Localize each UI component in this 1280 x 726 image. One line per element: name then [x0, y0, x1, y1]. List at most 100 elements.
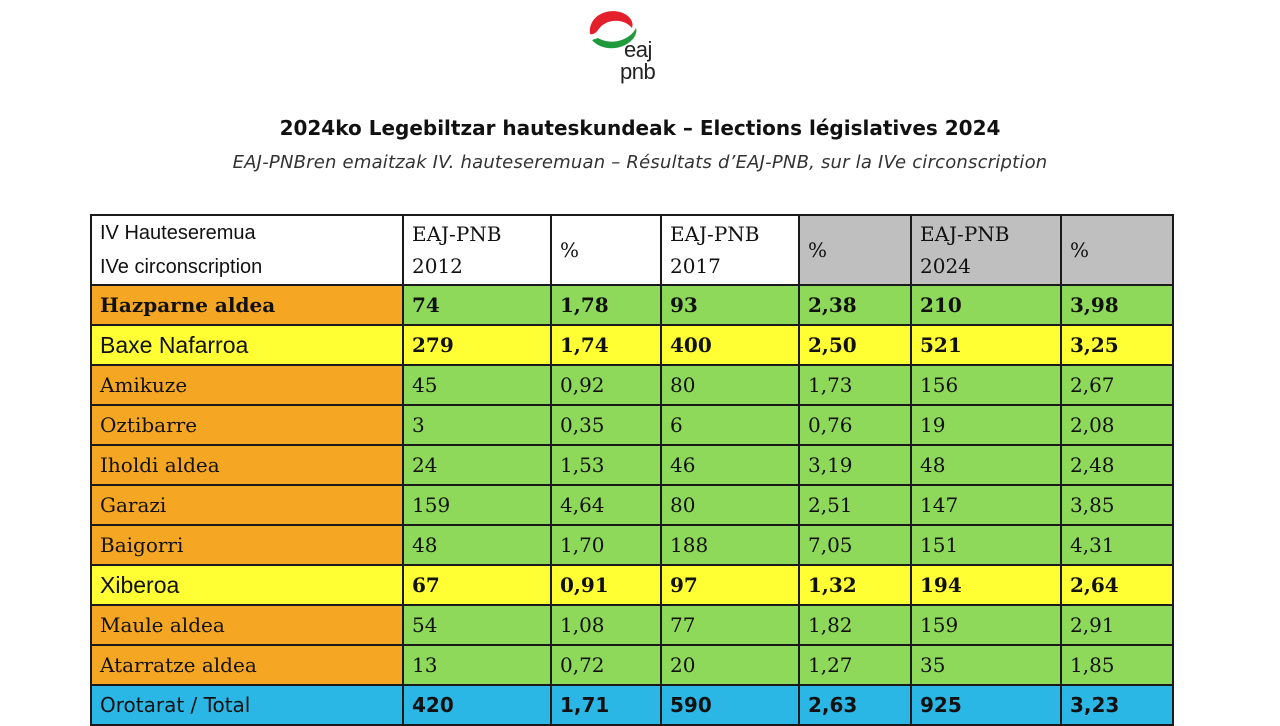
- row-label-cell: Baigorri: [90, 524, 404, 566]
- header-col-line1: EAJ-PNB: [670, 222, 760, 246]
- votes-cell: 74: [402, 284, 552, 326]
- percent-cell: 1,32: [798, 564, 912, 606]
- table-row: Hazparne aldea 74 1,78 93 2,38 210 3,98: [90, 284, 1174, 326]
- percent-cell: 2,38: [798, 284, 912, 326]
- header-col-line2: 2017: [670, 254, 721, 278]
- votes-cell: 188: [660, 524, 800, 566]
- percent-cell: 3,25: [1060, 324, 1174, 366]
- votes-cell: 210: [910, 284, 1062, 326]
- percent-cell: 1,70: [550, 524, 662, 566]
- percent-cell: 4,64: [550, 484, 662, 526]
- votes-cell: 19: [910, 404, 1062, 446]
- table-total-row: Orotarat / Total 420 1,71 590 2,63 925 3,23: [90, 684, 1174, 726]
- page-subtitle: EAJ-PNBren emaitzak IV. hauteseremuan – …: [232, 152, 1048, 173]
- votes-cell: 400: [660, 324, 800, 366]
- votes-cell: 20: [660, 644, 800, 686]
- votes-cell: 159: [402, 484, 552, 526]
- table-row: Amikuze 45 0,92 80 1,73 156 2,67: [90, 364, 1174, 406]
- table-row: Garazi 159 4,64 80 2,51 147 3,85: [90, 484, 1174, 526]
- table-row: Atarratze aldea 13 0,72 20 1,27 35 1,85: [90, 644, 1174, 686]
- row-label-cell: Orotarat / Total: [90, 684, 404, 726]
- percent-cell: 2,48: [1060, 444, 1174, 486]
- percent-cell: 1,27: [798, 644, 912, 686]
- percent-cell: 1,08: [550, 604, 662, 646]
- page-title: 2024ko Legebiltzar hauteskundeak – Elect…: [279, 116, 1001, 140]
- votes-cell: 48: [402, 524, 552, 566]
- results-table: IV Hauteseremua IVe circonscription EAJ-…: [90, 214, 1174, 726]
- percent-cell: 3,19: [798, 444, 912, 486]
- header-col-line2: 2024: [920, 254, 971, 278]
- logo-text-eaj: eaj: [624, 37, 652, 62]
- logo-emblem-icon: [589, 11, 637, 49]
- header-col-line1: %: [808, 238, 828, 262]
- percent-cell: 4,31: [1060, 524, 1174, 566]
- header-label-line1: IV Hauteseremua: [100, 222, 256, 244]
- percent-cell: 2,67: [1060, 364, 1174, 406]
- percent-cell: 1,78: [550, 284, 662, 326]
- table-row: Maule aldea 54 1,08 77 1,82 159 2,91: [90, 604, 1174, 646]
- header-col-pct-2024: %: [1060, 214, 1174, 286]
- votes-cell: 521: [910, 324, 1062, 366]
- table-row: Xiberoa 67 0,91 97 1,32 194 2,64: [90, 564, 1174, 606]
- row-label-cell: Iholdi aldea: [90, 444, 404, 486]
- votes-cell: 147: [910, 484, 1062, 526]
- percent-cell: 2,64: [1060, 564, 1174, 606]
- header-col-line2: 2012: [412, 254, 463, 278]
- percent-cell: 3,85: [1060, 484, 1174, 526]
- percent-cell: 2,63: [798, 684, 912, 726]
- percent-cell: 2,50: [798, 324, 912, 366]
- header-col-line1: EAJ-PNB: [412, 222, 502, 246]
- header-col-line1: %: [1070, 238, 1090, 262]
- percent-cell: 0,35: [550, 404, 662, 446]
- votes-cell: 97: [660, 564, 800, 606]
- votes-cell: 3: [402, 404, 552, 446]
- row-label-cell: Maule aldea: [90, 604, 404, 646]
- percent-cell: 1,74: [550, 324, 662, 366]
- votes-cell: 194: [910, 564, 1062, 606]
- votes-cell: 93: [660, 284, 800, 326]
- table-row: Baxe Nafarroa 279 1,74 400 2,50 521 3,25: [90, 324, 1174, 366]
- votes-cell: 590: [660, 684, 800, 726]
- logo-text-pnb: pnb: [620, 59, 656, 84]
- votes-cell: 45: [402, 364, 552, 406]
- votes-cell: 420: [402, 684, 552, 726]
- header-col-eaj-2012: EAJ-PNB 2012: [402, 214, 552, 286]
- percent-cell: 2,51: [798, 484, 912, 526]
- header-col-line1: %: [560, 238, 580, 262]
- votes-cell: 6: [660, 404, 800, 446]
- votes-cell: 54: [402, 604, 552, 646]
- votes-cell: 151: [910, 524, 1062, 566]
- votes-cell: 48: [910, 444, 1062, 486]
- percent-cell: 0,91: [550, 564, 662, 606]
- votes-cell: 279: [402, 324, 552, 366]
- votes-cell: 35: [910, 644, 1062, 686]
- percent-cell: 0,76: [798, 404, 912, 446]
- percent-cell: 1,85: [1060, 644, 1174, 686]
- row-label-cell: Baxe Nafarroa: [90, 324, 404, 366]
- percent-cell: 0,92: [550, 364, 662, 406]
- table-header-row: IV Hauteseremua IVe circonscription EAJ-…: [90, 214, 1174, 286]
- percent-cell: 1,53: [550, 444, 662, 486]
- votes-cell: 156: [910, 364, 1062, 406]
- percent-cell: 7,05: [798, 524, 912, 566]
- row-label-cell: Amikuze: [90, 364, 404, 406]
- votes-cell: 46: [660, 444, 800, 486]
- row-label-cell: Oztibarre: [90, 404, 404, 446]
- header-col-line1: EAJ-PNB: [920, 222, 1010, 246]
- row-label-cell: Hazparne aldea: [90, 284, 404, 326]
- table-row: Oztibarre 3 0,35 6 0,76 19 2,08: [90, 404, 1174, 446]
- votes-cell: 77: [660, 604, 800, 646]
- percent-cell: 1,71: [550, 684, 662, 726]
- votes-cell: 159: [910, 604, 1062, 646]
- header-col-pct-2017: %: [798, 214, 912, 286]
- votes-cell: 925: [910, 684, 1062, 726]
- votes-cell: 24: [402, 444, 552, 486]
- percent-cell: 3,98: [1060, 284, 1174, 326]
- percent-cell: 2,91: [1060, 604, 1174, 646]
- header-col-eaj-2017: EAJ-PNB 2017: [660, 214, 800, 286]
- votes-cell: 67: [402, 564, 552, 606]
- row-label-cell: Xiberoa: [90, 564, 404, 606]
- row-label-cell: Atarratze aldea: [90, 644, 404, 686]
- votes-cell: 13: [402, 644, 552, 686]
- percent-cell: 1,82: [798, 604, 912, 646]
